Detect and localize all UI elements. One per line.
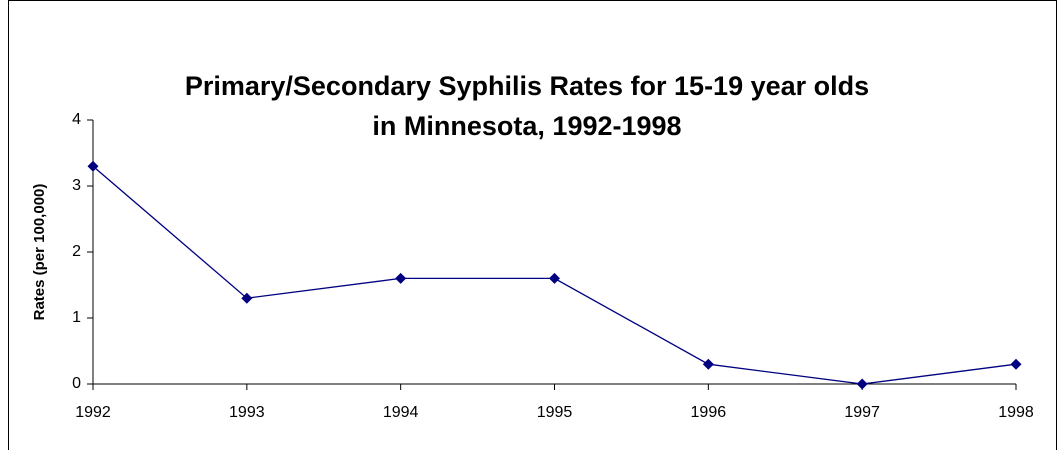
y-tick-label: 3 — [72, 177, 81, 194]
x-tick-label: 1995 — [537, 404, 573, 421]
y-tick-label: 4 — [72, 111, 81, 128]
y-axis-label: Rates (per 100,000) — [31, 184, 48, 321]
data-point — [241, 292, 253, 304]
data-point — [549, 272, 560, 284]
chart-frame — [8, 0, 1057, 450]
x-tick-label: 1996 — [691, 404, 727, 421]
data-point — [702, 358, 714, 370]
x-tick-label: 1997 — [844, 404, 880, 421]
chart-title: in Minnesota, 1992-1998 — [372, 111, 681, 141]
chart-title: Primary/Secondary Syphilis Rates for 15-… — [185, 71, 869, 101]
y-tick-label: 1 — [72, 309, 81, 326]
x-tick-label: 1994 — [383, 404, 419, 421]
x-tick-label: 1998 — [998, 404, 1034, 421]
data-point — [87, 160, 99, 172]
y-tick-label: 0 — [72, 375, 81, 392]
x-tick-label: 1992 — [75, 404, 111, 421]
data-point — [395, 272, 407, 284]
y-tick-label: 2 — [72, 243, 81, 260]
x-tick-label: 1993 — [229, 404, 265, 421]
data-point — [856, 378, 868, 390]
data-point — [1010, 358, 1022, 370]
